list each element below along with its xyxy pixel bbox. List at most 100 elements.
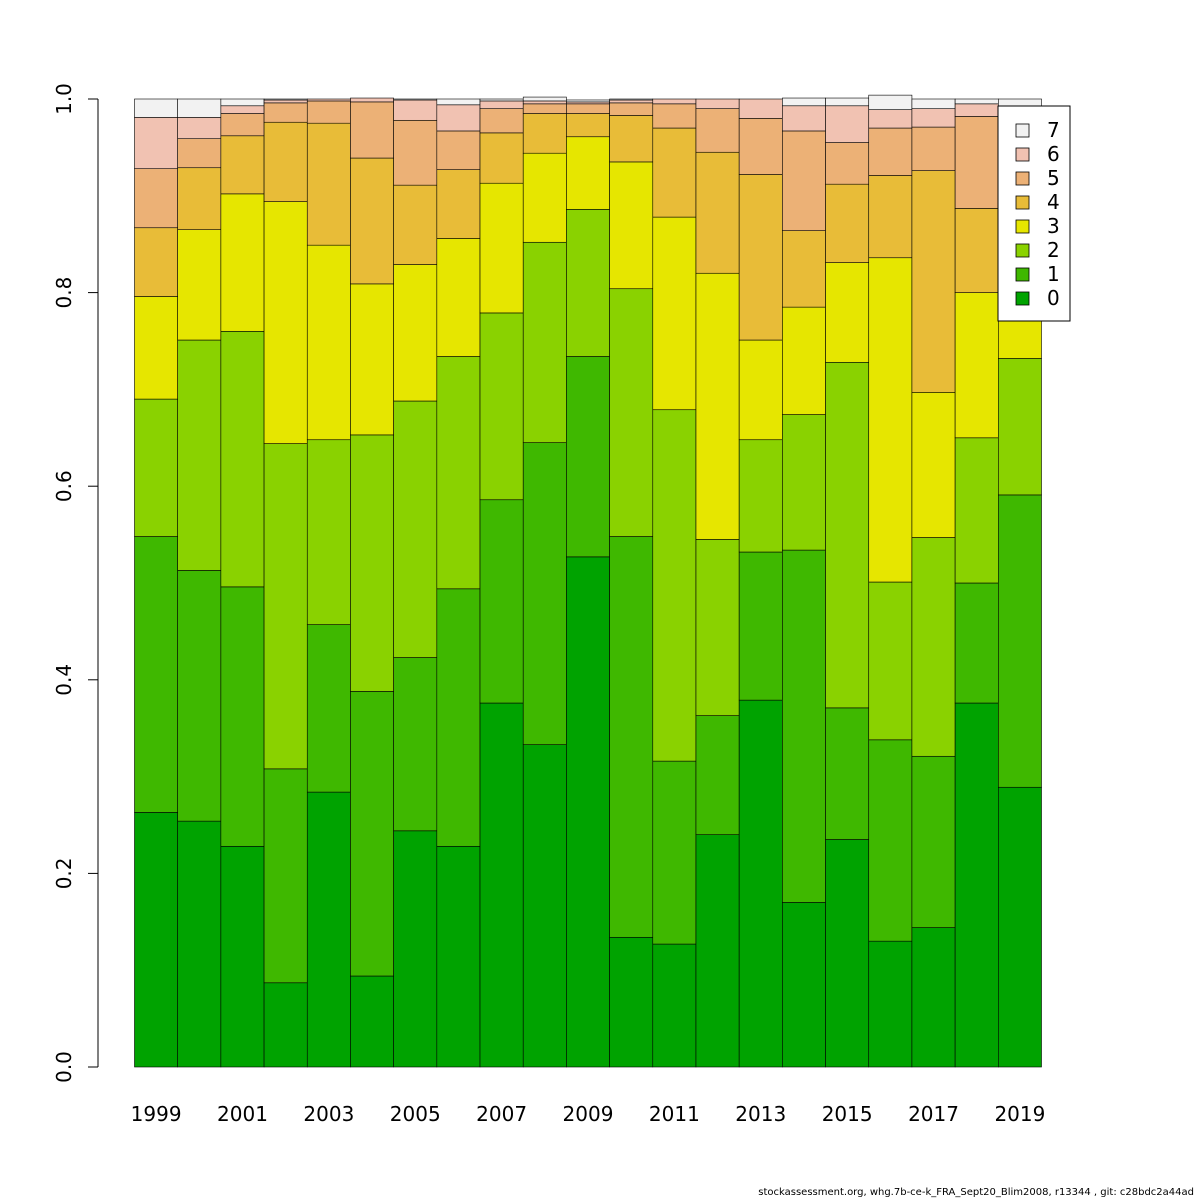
bar-segment-2012-age-6	[695, 98, 740, 109]
bar-segment-1999-age-1	[134, 536, 178, 813]
bar-segment-2008-age-7	[522, 96, 567, 102]
legend-swatch-1	[1015, 267, 1030, 282]
bar-segment-2003-age-4	[306, 122, 351, 246]
y-tick-label: 0.8	[52, 277, 76, 309]
bar-segment-2002-age-1	[263, 768, 308, 984]
bar-segment-2006-age-3	[436, 238, 481, 357]
bar-segment-2004-age-1	[350, 691, 394, 977]
bar-segment-2007-age-0	[479, 702, 524, 1068]
bar-segment-1999-age-5	[134, 168, 178, 229]
bar-segment-2009-age-4	[566, 113, 610, 138]
legend-swatch-3	[1015, 219, 1030, 234]
bar-segment-2009-age-1	[566, 356, 610, 558]
bar-segment-2006-age-2	[436, 356, 481, 590]
bar-segment-2001-age-0	[220, 845, 265, 1068]
bar-segment-2018-age-6	[954, 103, 999, 117]
legend-label-4: 4	[1047, 190, 1060, 214]
bar-segment-2009-age-7	[566, 99, 610, 103]
bar-segment-2015-age-7	[825, 97, 870, 107]
bar-segment-2017-age-0	[911, 927, 956, 1068]
bar-segment-2014-age-7	[782, 97, 826, 107]
bar-segment-2017-age-1	[911, 755, 956, 928]
bar-segment-2013-age-5	[738, 118, 783, 175]
bar-segment-2010-age-0	[609, 936, 654, 1068]
bar-segment-2014-age-0	[782, 902, 826, 1068]
bar-segment-2007-age-6	[479, 100, 524, 109]
y-tick-label: 0.2	[52, 857, 76, 889]
bar-segment-2011-age-1	[652, 760, 697, 945]
bar-segment-2015-age-1	[825, 707, 870, 840]
bar-segment-2002-age-5	[263, 102, 308, 123]
bar-segment-2003-age-6	[306, 98, 351, 102]
x-tick-label: 2011	[649, 1102, 700, 1126]
bar-segment-2013-age-2	[738, 439, 783, 553]
bar-segment-2001-age-5	[220, 113, 265, 137]
y-tick-label: 0.0	[52, 1051, 76, 1083]
footer-note: stockassessment.org, whg.7b-ce-k_FRA_Sep…	[758, 1187, 1194, 1198]
bar-segment-2016-age-6	[868, 109, 913, 129]
bar-segment-2002-age-2	[263, 443, 308, 770]
bar-segment-2004-age-4	[350, 157, 394, 285]
bar-segment-2005-age-3	[393, 264, 438, 402]
bar-segment-2004-age-3	[350, 283, 394, 436]
bar-segment-2017-age-3	[911, 392, 956, 538]
bar-segment-2007-age-2	[479, 312, 524, 501]
legend-label-0: 0	[1047, 286, 1060, 310]
x-tick-label: 2015	[822, 1102, 873, 1126]
bar-segment-2016-age-4	[868, 175, 913, 259]
bars-group	[134, 94, 1042, 1068]
bar-segment-2007-age-3	[479, 182, 524, 314]
legend-label-2: 2	[1047, 238, 1060, 262]
bar-segment-2012-age-5	[695, 108, 740, 153]
x-tick-label: 2009	[563, 1102, 614, 1126]
bar-segment-2008-age-6	[522, 100, 567, 105]
bar-segment-2015-age-5	[825, 142, 870, 185]
bar-segment-2013-age-6	[738, 98, 783, 119]
bar-segment-2015-age-0	[825, 839, 870, 1068]
bar-segment-2009-age-0	[566, 556, 610, 1068]
bar-segment-2001-age-2	[220, 331, 265, 588]
bar-segment-2014-age-2	[782, 414, 826, 551]
legend-label-1: 1	[1047, 262, 1060, 286]
bar-segment-1999-age-2	[134, 398, 178, 537]
bar-segment-2013-age-1	[738, 551, 783, 701]
bar-segment-2015-age-2	[825, 361, 870, 709]
bar-segment-2006-age-7	[436, 98, 481, 106]
bar-segment-2014-age-5	[782, 130, 826, 231]
bar-segment-1999-age-3	[134, 296, 178, 400]
bar-segment-2003-age-5	[306, 100, 351, 124]
bar-segment-2004-age-0	[350, 975, 394, 1068]
bar-segment-2013-age-3	[738, 339, 783, 441]
bar-segment-2009-age-3	[566, 136, 610, 210]
bar-segment-2011-age-5	[652, 103, 697, 129]
x-axis: 1999 2001 2003 2005 2007 2009 2011 2013 2015 2017…	[131, 1102, 1046, 1126]
x-tick-label: 2003	[303, 1102, 354, 1126]
bar-segment-2001-age-6	[220, 105, 265, 114]
bar-segment-2008-age-5	[522, 103, 567, 114]
bar-segment-2008-age-4	[522, 113, 567, 154]
bar-segment-2002-age-0	[263, 982, 308, 1068]
bar-segment-2011-age-4	[652, 127, 697, 218]
bar-segment-2006-age-5	[436, 130, 481, 170]
legend-swatch-6	[1015, 147, 1030, 162]
bar-segment-2000-age-1	[177, 570, 222, 822]
bar-segment-2010-age-7	[609, 98, 654, 101]
legend-swatch-4	[1015, 195, 1030, 210]
y-tick-label: 0.4	[52, 664, 76, 696]
bar-segment-2005-age-7	[393, 98, 438, 101]
bar-segment-2003-age-1	[306, 624, 351, 793]
bar-segment-2004-age-2	[350, 434, 394, 692]
bar-segment-2007-age-1	[479, 499, 524, 704]
bar-segment-2016-age-7	[868, 94, 913, 110]
bar-segment-1999-age-7	[134, 98, 178, 118]
bar-segment-2015-age-4	[825, 183, 870, 263]
bar-segment-2007-age-4	[479, 132, 524, 184]
x-tick-label: 1999	[131, 1102, 182, 1126]
bar-segment-2003-age-3	[306, 244, 351, 441]
bar-segment-2014-age-4	[782, 230, 826, 308]
x-tick-label: 2017	[908, 1102, 959, 1126]
bar-segment-2006-age-6	[436, 104, 481, 132]
bar-segment-2015-age-6	[825, 105, 870, 143]
